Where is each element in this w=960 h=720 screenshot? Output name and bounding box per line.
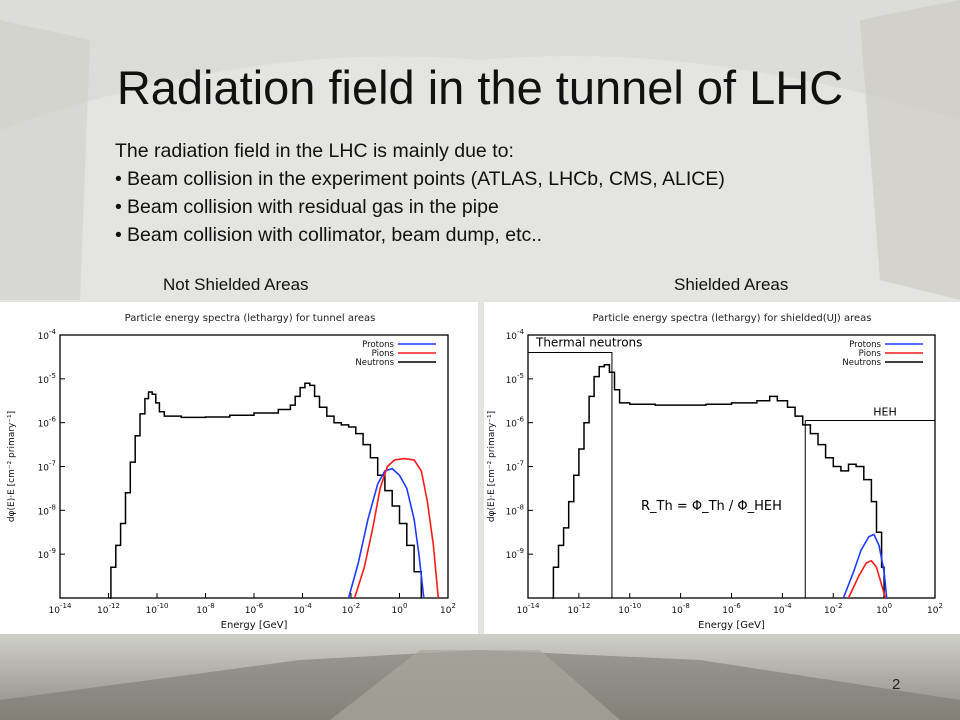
series-protons xyxy=(347,467,425,599)
chart-tunnel-areas: Particle energy spectra (lethargy) for t… xyxy=(7,313,456,631)
plot-frame xyxy=(527,334,936,599)
page-number: 2 xyxy=(892,676,901,693)
bullet-list: The radiation field in the LHC is mainly… xyxy=(115,137,915,249)
y-tick-label: 10-8 xyxy=(506,503,524,517)
y-tick-label: 10-9 xyxy=(38,547,56,561)
chart-title: Particle energy spectra (lethargy) for s… xyxy=(593,313,872,324)
x-tick-label: 102 xyxy=(440,602,456,616)
annotation-box xyxy=(528,352,613,598)
not-shielded-label: Not Shielded Areas xyxy=(163,275,309,294)
legend-label: Protons xyxy=(362,340,394,350)
x-tick-label: 100 xyxy=(392,602,408,616)
bullet-item: Beam collision with residual gas in the … xyxy=(115,193,915,221)
annotation-ratio: R_Th = Φ_Th / Φ_HEH xyxy=(641,499,782,514)
chart-title: Particle energy spectra (lethargy) for t… xyxy=(125,313,376,324)
x-tick-label: 10-14 xyxy=(49,602,72,616)
x-tick-label: 10-6 xyxy=(722,602,741,616)
y-tick-label: 10-9 xyxy=(506,547,524,561)
legend-label: Neutrons xyxy=(842,358,881,368)
x-tick-label: 10-10 xyxy=(146,602,169,616)
bullet-item: Beam collision in the experiment points … xyxy=(115,165,915,193)
x-tick-label: 10-12 xyxy=(567,602,590,616)
x-tick-label: 10-8 xyxy=(671,602,689,616)
y-tick-label: 10-4 xyxy=(506,328,525,342)
y-tick-label: 10-5 xyxy=(38,372,56,386)
x-tick-label: 10-4 xyxy=(293,602,312,616)
y-axis-label: dφ(E)·E [cm⁻² primary⁻¹] xyxy=(487,411,497,522)
slide-title: Radiation field in the tunnel of LHC xyxy=(116,61,844,114)
series-protons xyxy=(842,533,888,599)
x-tick-label: 10-2 xyxy=(342,602,360,616)
x-axis-label: Energy [GeV] xyxy=(698,620,765,631)
bullet-item: Beam collision with collimator, beam dum… xyxy=(115,221,915,249)
x-tick-label: 100 xyxy=(876,602,892,616)
chart-shielded-areas: Particle energy spectra (lethargy) for s… xyxy=(487,313,943,631)
y-tick-label: 10-7 xyxy=(506,460,524,474)
legend-label: Neutrons xyxy=(355,358,394,368)
x-tick-label: 10-6 xyxy=(245,602,264,616)
series-neutrons xyxy=(109,382,423,599)
series-pions xyxy=(847,559,887,599)
legend-label: Pions xyxy=(372,349,395,359)
series-pions xyxy=(353,457,440,599)
chart-panel-tunnel: Particle energy spectra (lethargy) for t… xyxy=(0,302,478,634)
series-neutrons xyxy=(552,364,885,599)
x-tick-label: 10-12 xyxy=(97,602,120,616)
chart-panel-shielded: Particle energy spectra (lethargy) for s… xyxy=(484,302,960,634)
x-tick-label: 102 xyxy=(927,602,943,616)
y-tick-label: 10-6 xyxy=(506,416,525,430)
legend-label: Protons xyxy=(849,340,881,350)
legend-label: Pions xyxy=(859,349,882,359)
y-tick-label: 10-7 xyxy=(38,460,56,474)
y-axis-label: dφ(E)·E [cm⁻² primary⁻¹] xyxy=(7,411,17,522)
intro-text: The radiation field in the LHC is mainly… xyxy=(115,140,514,162)
x-tick-label: 10-14 xyxy=(517,602,540,616)
shielded-label: Shielded Areas xyxy=(674,275,789,294)
annotation-box xyxy=(805,419,936,598)
plot-frame xyxy=(59,334,449,599)
x-tick-label: 10-10 xyxy=(618,602,641,616)
y-tick-label: 10-6 xyxy=(38,416,57,430)
annotation-heh: HEH xyxy=(873,405,897,418)
x-axis-label: Energy [GeV] xyxy=(221,620,288,631)
y-tick-label: 10-5 xyxy=(506,372,524,386)
x-tick-label: 10-2 xyxy=(824,602,842,616)
y-tick-label: 10-4 xyxy=(38,328,57,342)
annotation-thermal: Thermal neutrons xyxy=(535,336,642,350)
x-tick-label: 10-4 xyxy=(773,602,792,616)
x-tick-label: 10-8 xyxy=(196,602,214,616)
y-tick-label: 10-8 xyxy=(38,503,56,517)
